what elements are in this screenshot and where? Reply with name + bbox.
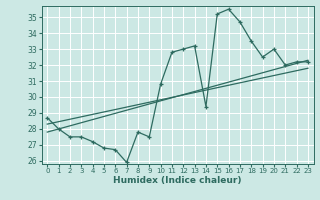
X-axis label: Humidex (Indice chaleur): Humidex (Indice chaleur) — [113, 176, 242, 185]
